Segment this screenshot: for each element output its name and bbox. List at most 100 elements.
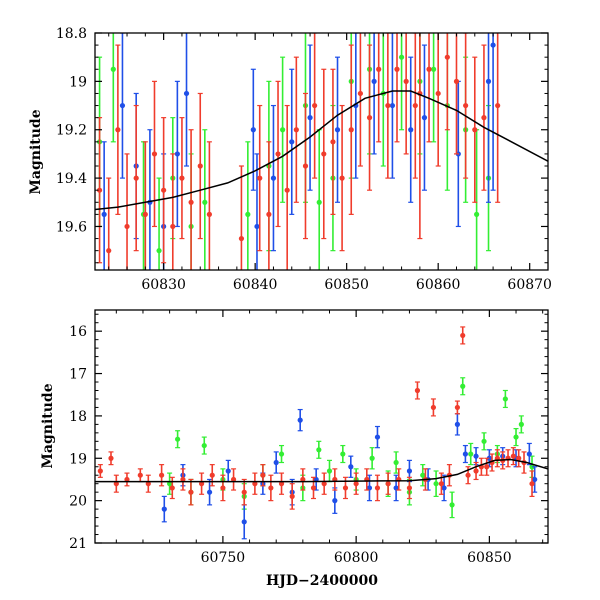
top-data-point bbox=[485, 78, 492, 84]
top-data-point bbox=[250, 127, 256, 133]
bottom-data-point bbox=[460, 383, 466, 389]
top-x-tick-label: 60860 bbox=[416, 277, 461, 293]
bottom-data-point bbox=[137, 472, 143, 478]
top-data-point bbox=[284, 187, 290, 193]
bottom-data-point bbox=[513, 434, 519, 440]
bottom-data-point bbox=[209, 472, 215, 478]
top-series-0 bbox=[96, 33, 492, 270]
bottom-data-point bbox=[230, 476, 237, 483]
bottom-data-point bbox=[297, 417, 303, 423]
bottom-data-point bbox=[518, 421, 524, 427]
top-data-point bbox=[289, 139, 295, 145]
top-data-point bbox=[394, 66, 400, 72]
bottom-data-point bbox=[278, 481, 285, 487]
top-data-point bbox=[257, 175, 263, 181]
bottom-data-point bbox=[278, 451, 285, 457]
bottom-axes: 60750 60800 60850 16 17 18 19 20 21 bbox=[69, 310, 548, 566]
top-data-point bbox=[444, 54, 450, 60]
top-data-point bbox=[463, 102, 469, 109]
top-data-point bbox=[266, 211, 272, 217]
top-data-point bbox=[161, 187, 167, 193]
bottom-data-point bbox=[486, 455, 492, 461]
top-model-curve bbox=[95, 90, 548, 211]
bottom-data-point bbox=[420, 472, 426, 478]
bottom-data-point bbox=[374, 434, 381, 440]
bottom-data-point bbox=[332, 498, 338, 504]
top-data-point bbox=[403, 78, 409, 84]
bottom-data-point bbox=[289, 493, 295, 499]
top-data-point bbox=[431, 66, 437, 72]
bottom-data-point bbox=[406, 468, 413, 474]
top-data-point bbox=[474, 211, 480, 217]
bottom-data-point bbox=[366, 485, 373, 491]
bottom-data-point bbox=[526, 451, 532, 457]
bottom-model-curve bbox=[95, 458, 548, 483]
bottom-data-point bbox=[510, 453, 516, 459]
top-data-point bbox=[142, 211, 148, 217]
top-y-tick-label: 19.6 bbox=[56, 219, 87, 235]
bottom-data-point bbox=[473, 453, 479, 459]
bottom-data-point bbox=[159, 472, 165, 478]
bottom-data-point bbox=[201, 442, 207, 449]
bottom-series-1 bbox=[161, 408, 538, 540]
bottom-data-point bbox=[175, 436, 181, 442]
top-data-point bbox=[339, 175, 345, 181]
top-data-point bbox=[426, 66, 432, 72]
top-data-point bbox=[238, 235, 245, 242]
bottom-data-point bbox=[529, 464, 535, 470]
top-data-point bbox=[206, 211, 212, 217]
bottom-data-point bbox=[268, 485, 274, 491]
bottom-y-tick-label: 18 bbox=[69, 409, 87, 425]
top-data-point bbox=[398, 54, 405, 60]
bottom-data-point bbox=[369, 455, 375, 461]
bottom-data-point bbox=[465, 472, 471, 478]
top-data-point bbox=[421, 115, 428, 121]
top-data-point bbox=[412, 102, 418, 109]
top-data-point bbox=[254, 223, 260, 230]
bottom-series-2 bbox=[97, 326, 535, 510]
bottom-y-tick-label: 16 bbox=[69, 324, 87, 340]
bottom-data-point bbox=[481, 438, 487, 444]
bottom-data-point bbox=[167, 481, 173, 487]
top-data-point bbox=[96, 187, 103, 193]
bottom-data-point bbox=[161, 506, 167, 512]
top-data-point bbox=[357, 90, 363, 97]
top-data-point bbox=[312, 102, 318, 109]
bottom-data-point bbox=[188, 489, 194, 495]
bottom-data-point bbox=[374, 485, 381, 491]
top-data-point bbox=[174, 151, 180, 157]
bottom-data-point bbox=[441, 485, 447, 491]
top-data-point bbox=[366, 115, 373, 121]
top-data-point bbox=[188, 199, 194, 205]
top-data-point bbox=[307, 115, 313, 121]
bottom-y-tick-label: 17 bbox=[69, 367, 87, 383]
bottom-data-point bbox=[502, 396, 508, 402]
top-data-point bbox=[408, 127, 414, 133]
top-data-point bbox=[330, 139, 336, 145]
full-light-curve-panel: 60750 60800 60850 16 17 18 19 20 21 Magnitude HJ… bbox=[40, 309, 549, 589]
top-data-point bbox=[376, 66, 382, 72]
bottom-data-point bbox=[454, 404, 460, 411]
top-data-point bbox=[453, 78, 460, 84]
bottom-data-point bbox=[484, 464, 490, 470]
top-data-point bbox=[179, 175, 185, 181]
top-data-point bbox=[334, 127, 341, 133]
top-y-tick-label: 18.8 bbox=[56, 26, 87, 42]
bottom-y-tick-label: 21 bbox=[69, 536, 87, 552]
bottom-data-point bbox=[145, 481, 151, 487]
top-data-point bbox=[481, 115, 487, 121]
bottom-data-point bbox=[108, 455, 114, 461]
bottom-data-point bbox=[198, 481, 205, 487]
top-axes: 60830 60840 60850 60860 60870 18.8 19 19.2 19.4 1… bbox=[56, 26, 552, 293]
bottom-data-point bbox=[406, 485, 413, 491]
top-data-point bbox=[495, 102, 501, 109]
top-data-point bbox=[202, 199, 208, 205]
bottom-x-tick-label: 60850 bbox=[467, 550, 512, 566]
bottom-data-point bbox=[449, 502, 455, 508]
top-x-tick-label: 60870 bbox=[507, 277, 552, 293]
bottom-data-point bbox=[252, 481, 258, 487]
top-data-point bbox=[106, 248, 112, 254]
bottom-y-tick-label: 19 bbox=[69, 451, 87, 467]
bottom-y-tick-label: 20 bbox=[69, 494, 87, 510]
